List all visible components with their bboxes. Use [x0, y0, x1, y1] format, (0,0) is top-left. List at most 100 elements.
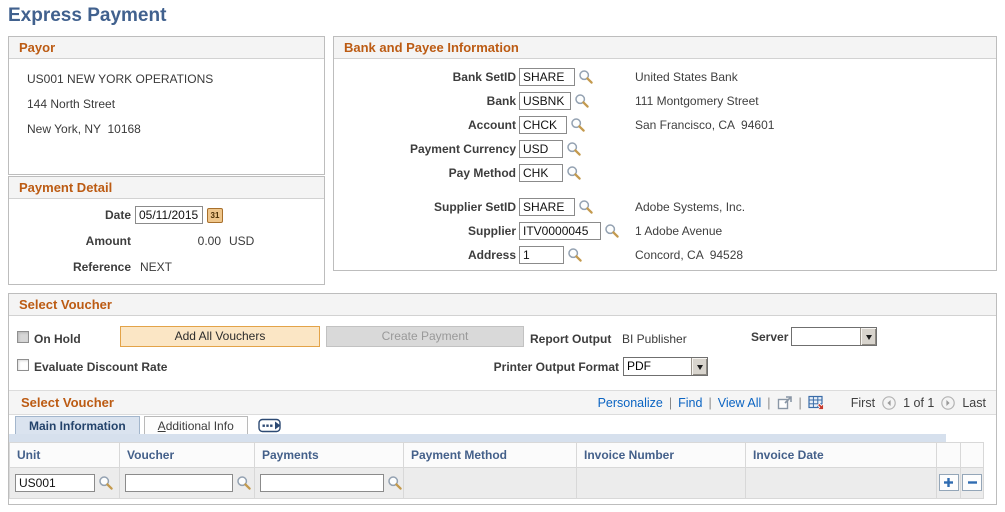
- printer-output-format-select[interactable]: PDF: [623, 357, 708, 376]
- invoice-date-cell: [745, 467, 937, 499]
- column-add: [936, 442, 961, 468]
- voucher-input[interactable]: [125, 474, 233, 492]
- lookup-icon[interactable]: [578, 199, 594, 215]
- tab-main-information[interactable]: Main Information: [15, 416, 140, 435]
- lookup-icon[interactable]: [570, 117, 586, 133]
- download-to-excel-icon[interactable]: [808, 395, 825, 411]
- evaluate-discount-checkbox[interactable]: [17, 359, 29, 371]
- invoice-number-cell: [576, 467, 746, 499]
- bank-setid-input[interactable]: [519, 68, 575, 86]
- server-label: Server: [751, 330, 789, 344]
- payment-detail-section-title: Payment Detail: [9, 177, 324, 199]
- bank-street-text: 111 Montgomery Street: [635, 94, 759, 108]
- address-label: Address: [467, 248, 516, 262]
- lookup-icon[interactable]: [578, 69, 594, 85]
- date-input[interactable]: [135, 206, 203, 224]
- grid-title: Select Voucher: [21, 395, 114, 410]
- active-tab-strip: [9, 434, 946, 442]
- amount-label: Amount: [85, 234, 131, 248]
- column-unit: Unit: [9, 442, 120, 468]
- lookup-icon[interactable]: [566, 141, 582, 157]
- supplier-street-text: 1 Adobe Avenue: [635, 224, 723, 238]
- separator: |: [708, 395, 712, 410]
- tab-additional-info-label: dditional Info: [165, 419, 234, 433]
- payment-currency-label: Payment Currency: [409, 142, 516, 156]
- payment-currency-input[interactable]: [519, 140, 563, 158]
- pager-position: 1 of 1: [903, 395, 935, 410]
- address-input[interactable]: [519, 246, 564, 264]
- payor-city: New York, NY 10168: [27, 122, 141, 136]
- page-title: Express Payment: [8, 5, 167, 26]
- payment-method-cell: [403, 467, 577, 499]
- column-invoice-number: Invoice Number: [576, 442, 746, 468]
- zoom-popup-icon[interactable]: [777, 395, 793, 411]
- on-hold-label: On Hold: [34, 332, 81, 346]
- lookup-icon[interactable]: [387, 475, 403, 491]
- bank-input[interactable]: [519, 92, 571, 110]
- show-all-columns-icon[interactable]: [258, 418, 285, 433]
- supplier-city-text: Concord, CA 94528: [635, 248, 744, 262]
- supplier-name-text: Adobe Systems, Inc.: [635, 200, 746, 214]
- lookup-icon[interactable]: [236, 475, 252, 491]
- on-hold-checkbox[interactable]: [17, 331, 29, 343]
- plus-icon: [944, 477, 953, 487]
- bank-name-text: United States Bank: [635, 70, 738, 84]
- tab-additional-info-initial: A: [157, 419, 166, 433]
- evaluate-discount-label: Evaluate Discount Rate: [34, 360, 168, 374]
- add-all-vouchers-button[interactable]: Add All Vouchers: [120, 326, 320, 347]
- payor-street: 144 North Street: [27, 97, 116, 111]
- unit-input[interactable]: [15, 474, 95, 492]
- next-page-icon[interactable]: [941, 395, 956, 410]
- account-input[interactable]: [519, 116, 567, 134]
- pay-method-input[interactable]: [519, 164, 563, 182]
- supplier-input[interactable]: [519, 222, 601, 240]
- bank-payee-section-title: Bank and Payee Information: [334, 37, 996, 59]
- lookup-icon[interactable]: [567, 247, 583, 263]
- voucher-table: Unit Voucher Payments Payment Method Inv…: [9, 442, 984, 499]
- server-select[interactable]: [791, 327, 877, 346]
- column-invoice-date: Invoice Date: [745, 442, 937, 468]
- lookup-icon[interactable]: [98, 475, 114, 491]
- amount-value: 0.00: [197, 234, 221, 248]
- reference-value: NEXT: [140, 260, 173, 274]
- supplier-setid-input[interactable]: [519, 198, 575, 216]
- view-all-link[interactable]: View All: [717, 395, 762, 410]
- column-voucher: Voucher: [119, 442, 255, 468]
- previous-page-icon[interactable]: [882, 395, 896, 410]
- pager-last-label: Last: [962, 395, 986, 410]
- lookup-icon[interactable]: [574, 93, 590, 109]
- add-row-button[interactable]: [938, 473, 959, 491]
- payment-detail-section: Payment Detail Date 31 Amount 0.00 USD R…: [8, 176, 325, 285]
- create-payment-button[interactable]: Create Payment: [326, 326, 524, 347]
- pay-method-label: Pay Method: [448, 166, 516, 180]
- date-label: Date: [104, 208, 131, 222]
- select-voucher-section: Select Voucher On Hold Add All Vouchers …: [8, 293, 997, 505]
- bank-label: Bank: [486, 94, 516, 108]
- lookup-icon[interactable]: [604, 223, 620, 239]
- minus-icon: [967, 480, 977, 484]
- payor-name: US001 NEW YORK OPERATIONS: [27, 72, 214, 86]
- report-output-value: BI Publisher: [622, 332, 687, 346]
- separator: |: [668, 395, 673, 410]
- printer-output-format-label: Printer Output Format: [493, 360, 619, 374]
- chevron-down-icon: [691, 358, 707, 375]
- payments-input[interactable]: [260, 474, 384, 492]
- find-link[interactable]: Find: [678, 395, 703, 410]
- delete-row-button[interactable]: [962, 473, 982, 491]
- table-header-row: Unit Voucher Payments Payment Method Inv…: [9, 442, 984, 468]
- column-payment-method: Payment Method: [403, 442, 577, 468]
- personalize-link[interactable]: Personalize: [597, 395, 663, 410]
- reference-label: Reference: [72, 260, 131, 274]
- calendar-icon[interactable]: 31: [207, 207, 223, 223]
- column-delete: [960, 442, 984, 468]
- select-voucher-section-title: Select Voucher: [9, 294, 996, 316]
- bank-setid-label: Bank SetID: [452, 70, 516, 84]
- tab-main-information-label: Main Information: [29, 419, 126, 433]
- bank-city-text: San Francisco, CA 94601: [635, 118, 775, 132]
- report-output-label: Report Output: [530, 332, 612, 346]
- payor-section-title: Payor: [9, 37, 324, 59]
- tab-additional-info[interactable]: Additional Info: [143, 416, 248, 435]
- lookup-icon[interactable]: [566, 165, 582, 181]
- server-selected-value: [792, 328, 860, 345]
